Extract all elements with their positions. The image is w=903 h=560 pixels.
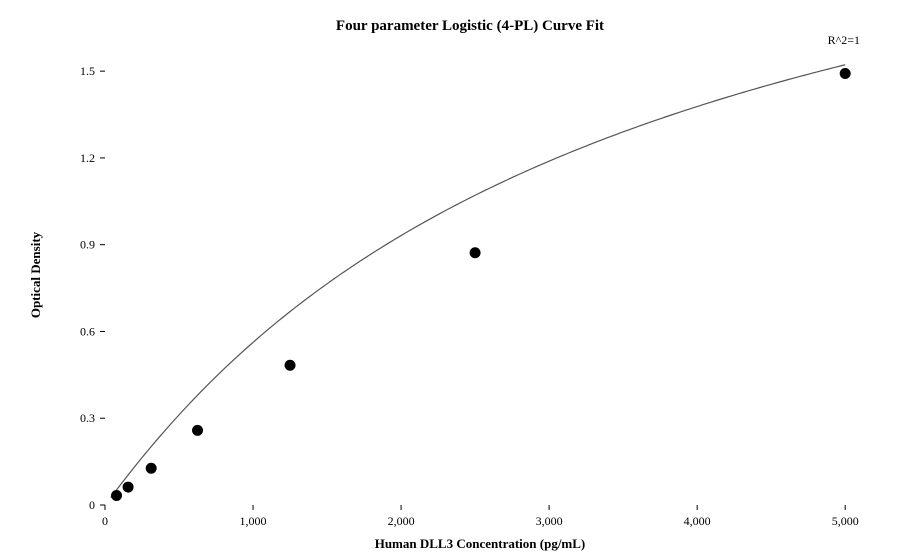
y-tick-label: 0.6 — [80, 324, 95, 338]
data-point — [146, 463, 156, 473]
y-tick-label: 1.2 — [80, 151, 95, 165]
x-tick-label: 5,000 — [832, 514, 859, 528]
x-tick-label: 1,000 — [240, 514, 267, 528]
y-tick-label: 1.5 — [80, 64, 95, 78]
chart-background — [0, 0, 903, 560]
x-tick-label: 0 — [102, 514, 108, 528]
y-axis-label: Optical Density — [28, 231, 43, 318]
chart-title: Four parameter Logistic (4-PL) Curve Fit — [336, 18, 604, 34]
data-point — [112, 490, 122, 500]
data-point — [840, 68, 850, 78]
data-point — [285, 360, 295, 370]
data-point — [193, 425, 203, 435]
x-axis-label: Human DLL3 Concentration (pg/mL) — [375, 536, 586, 551]
y-tick-label: 0.3 — [80, 411, 95, 425]
x-tick-label: 2,000 — [388, 514, 415, 528]
x-tick-label: 4,000 — [684, 514, 711, 528]
x-tick-label: 3,000 — [536, 514, 563, 528]
r-squared-annotation: R^2=1 — [828, 33, 860, 47]
y-tick-label: 0.9 — [80, 238, 95, 252]
y-tick-label: 0 — [89, 498, 95, 512]
chart-canvas: Four parameter Logistic (4-PL) Curve Fit… — [0, 0, 903, 560]
data-point — [123, 482, 133, 492]
data-point — [470, 248, 480, 258]
